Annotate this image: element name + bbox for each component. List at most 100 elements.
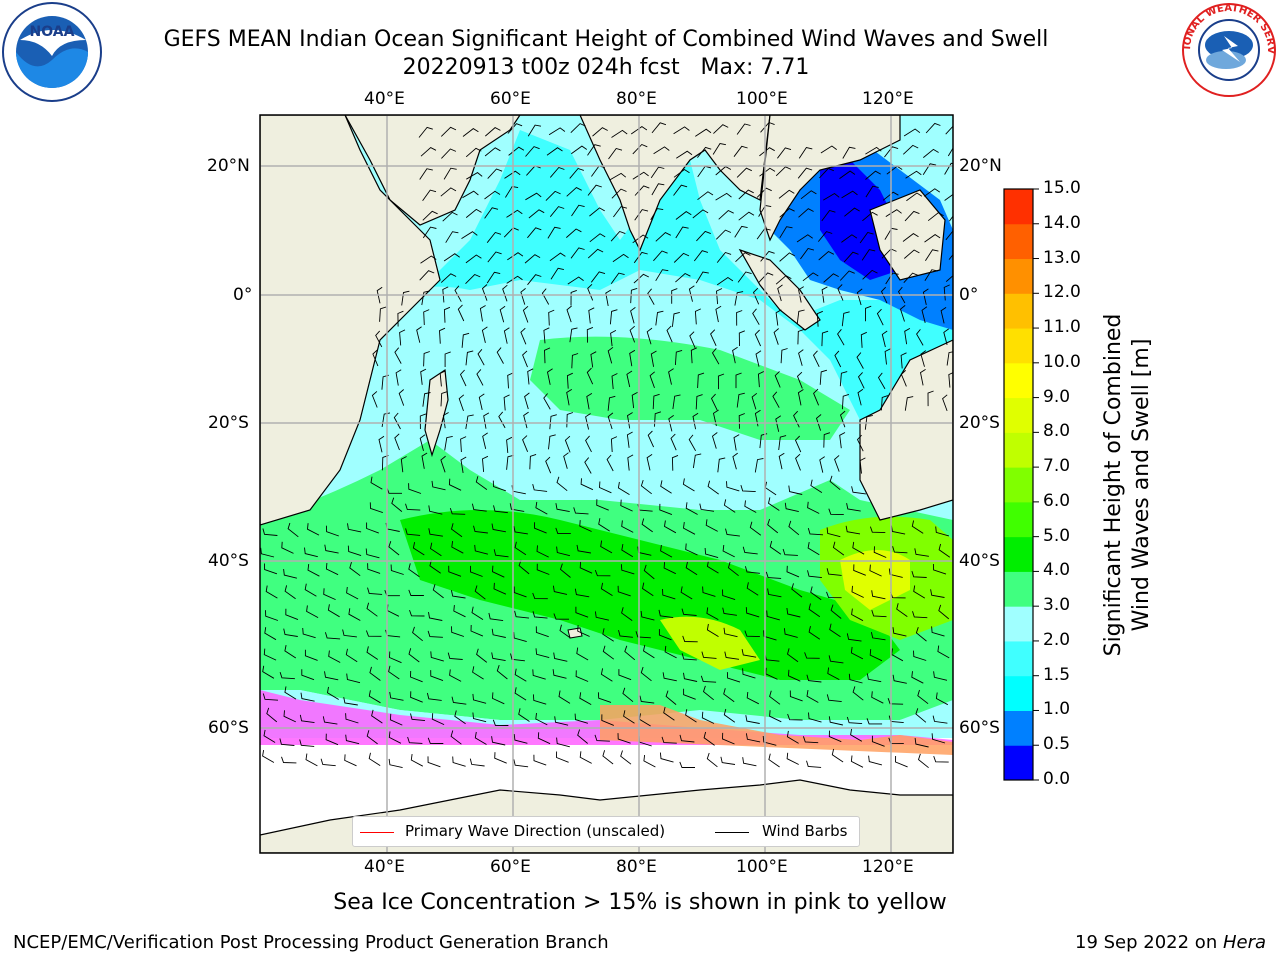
legend-label-wave: Primary Wave Direction (unscaled) xyxy=(405,822,666,840)
wind-barb xyxy=(923,188,941,197)
wind-barb xyxy=(680,586,693,600)
wind-barb xyxy=(815,414,822,431)
wind-barb xyxy=(529,453,537,470)
wind-barb xyxy=(428,528,443,537)
wind-barb xyxy=(369,666,381,681)
wind-barb xyxy=(566,187,582,197)
wind-barb xyxy=(675,272,691,283)
wind-barb xyxy=(397,310,404,327)
wind-barb xyxy=(580,478,594,491)
wind-barb xyxy=(262,528,278,536)
wind-barb xyxy=(848,673,863,684)
wind-barb xyxy=(914,738,929,748)
lat-tick-right-0: 0° xyxy=(959,285,979,305)
wind-barb xyxy=(884,146,899,158)
wind-barb xyxy=(782,548,798,556)
wind-barb xyxy=(476,369,484,386)
wind-barb xyxy=(695,394,703,410)
wind-barb xyxy=(856,288,863,306)
wind-barb xyxy=(372,349,379,367)
wind-barb xyxy=(845,525,861,535)
wind-barb xyxy=(671,288,678,304)
wind-barb xyxy=(841,311,850,327)
wind-barb xyxy=(641,518,653,533)
wind-barb xyxy=(484,207,499,219)
wind-barb xyxy=(559,624,571,639)
wind-barb xyxy=(365,630,382,637)
wind-barb xyxy=(887,698,904,705)
wind-barb xyxy=(700,675,717,683)
sea-ice-caption: Sea Ice Concentration > 15% is shown in … xyxy=(333,890,947,915)
wind-barb xyxy=(659,503,673,516)
wind-barb xyxy=(917,753,929,769)
wind-barb xyxy=(345,713,359,724)
wind-barb xyxy=(443,253,460,262)
wind-barb xyxy=(305,753,318,767)
wind-barb xyxy=(877,372,886,390)
wind-barb xyxy=(537,732,551,745)
wind-barb xyxy=(723,627,738,638)
wind-barb xyxy=(547,226,561,239)
wind-barb xyxy=(466,172,483,180)
wind-barb xyxy=(324,671,339,681)
wind-barb xyxy=(828,508,844,516)
wind-barb xyxy=(649,371,655,389)
wind-barb xyxy=(765,571,782,579)
wind-barb xyxy=(627,454,634,471)
wind-barb xyxy=(443,306,451,323)
wind-barb xyxy=(452,756,466,767)
wind-barb xyxy=(506,436,513,453)
wind-barb xyxy=(548,127,566,136)
wind-barb xyxy=(716,276,734,286)
wind-barb xyxy=(861,249,876,261)
wind-barb xyxy=(786,648,799,663)
wind-barb xyxy=(922,163,937,176)
wind-barb xyxy=(535,712,548,726)
wind-barb xyxy=(483,412,490,429)
wind-barb xyxy=(556,546,571,557)
wind-barb xyxy=(576,544,591,554)
wind-barb xyxy=(881,330,888,348)
wind-barb xyxy=(612,253,629,263)
wind-barb xyxy=(610,272,625,284)
wind-barb xyxy=(324,632,341,640)
wind-barb xyxy=(506,209,523,218)
wind-barb xyxy=(514,687,527,701)
wind-barb xyxy=(837,329,845,346)
wind-barb xyxy=(459,369,467,387)
wind-barb xyxy=(622,687,634,703)
wind-barb xyxy=(722,589,736,601)
lon-tick-top-60e: 60°E xyxy=(490,89,531,109)
wind-barb xyxy=(945,275,953,282)
wind-barb xyxy=(821,286,828,303)
wind-barb xyxy=(448,565,462,577)
wave-zone-1.5-2m xyxy=(380,130,953,420)
colorbar-segment xyxy=(1004,467,1033,503)
wind-barb xyxy=(807,570,822,579)
wind-barb xyxy=(556,476,568,492)
wind-barb xyxy=(679,734,695,743)
wind-barb xyxy=(673,126,690,135)
wind-barb xyxy=(786,730,799,744)
wind-barb xyxy=(787,713,803,721)
wind-barb xyxy=(566,305,572,323)
wind-barb xyxy=(816,310,823,327)
wind-barb xyxy=(716,288,723,305)
wind-barb xyxy=(502,284,508,302)
wind-barb xyxy=(440,273,457,283)
wind-barb xyxy=(749,521,762,536)
wind-barb xyxy=(798,349,804,366)
wind-barb xyxy=(546,368,553,385)
wind-barb xyxy=(462,190,479,199)
wind-barb xyxy=(454,710,466,725)
wind-barb xyxy=(922,288,929,306)
wind-barb xyxy=(685,709,697,723)
wind-barb xyxy=(826,694,842,703)
wind-barb xyxy=(378,435,385,453)
wind-barb xyxy=(706,623,719,637)
wind-barb xyxy=(655,269,669,282)
wind-barb xyxy=(389,651,402,664)
wind-barb xyxy=(505,186,519,198)
colorbar-frame xyxy=(1003,188,1034,781)
wind-barb xyxy=(869,649,883,662)
